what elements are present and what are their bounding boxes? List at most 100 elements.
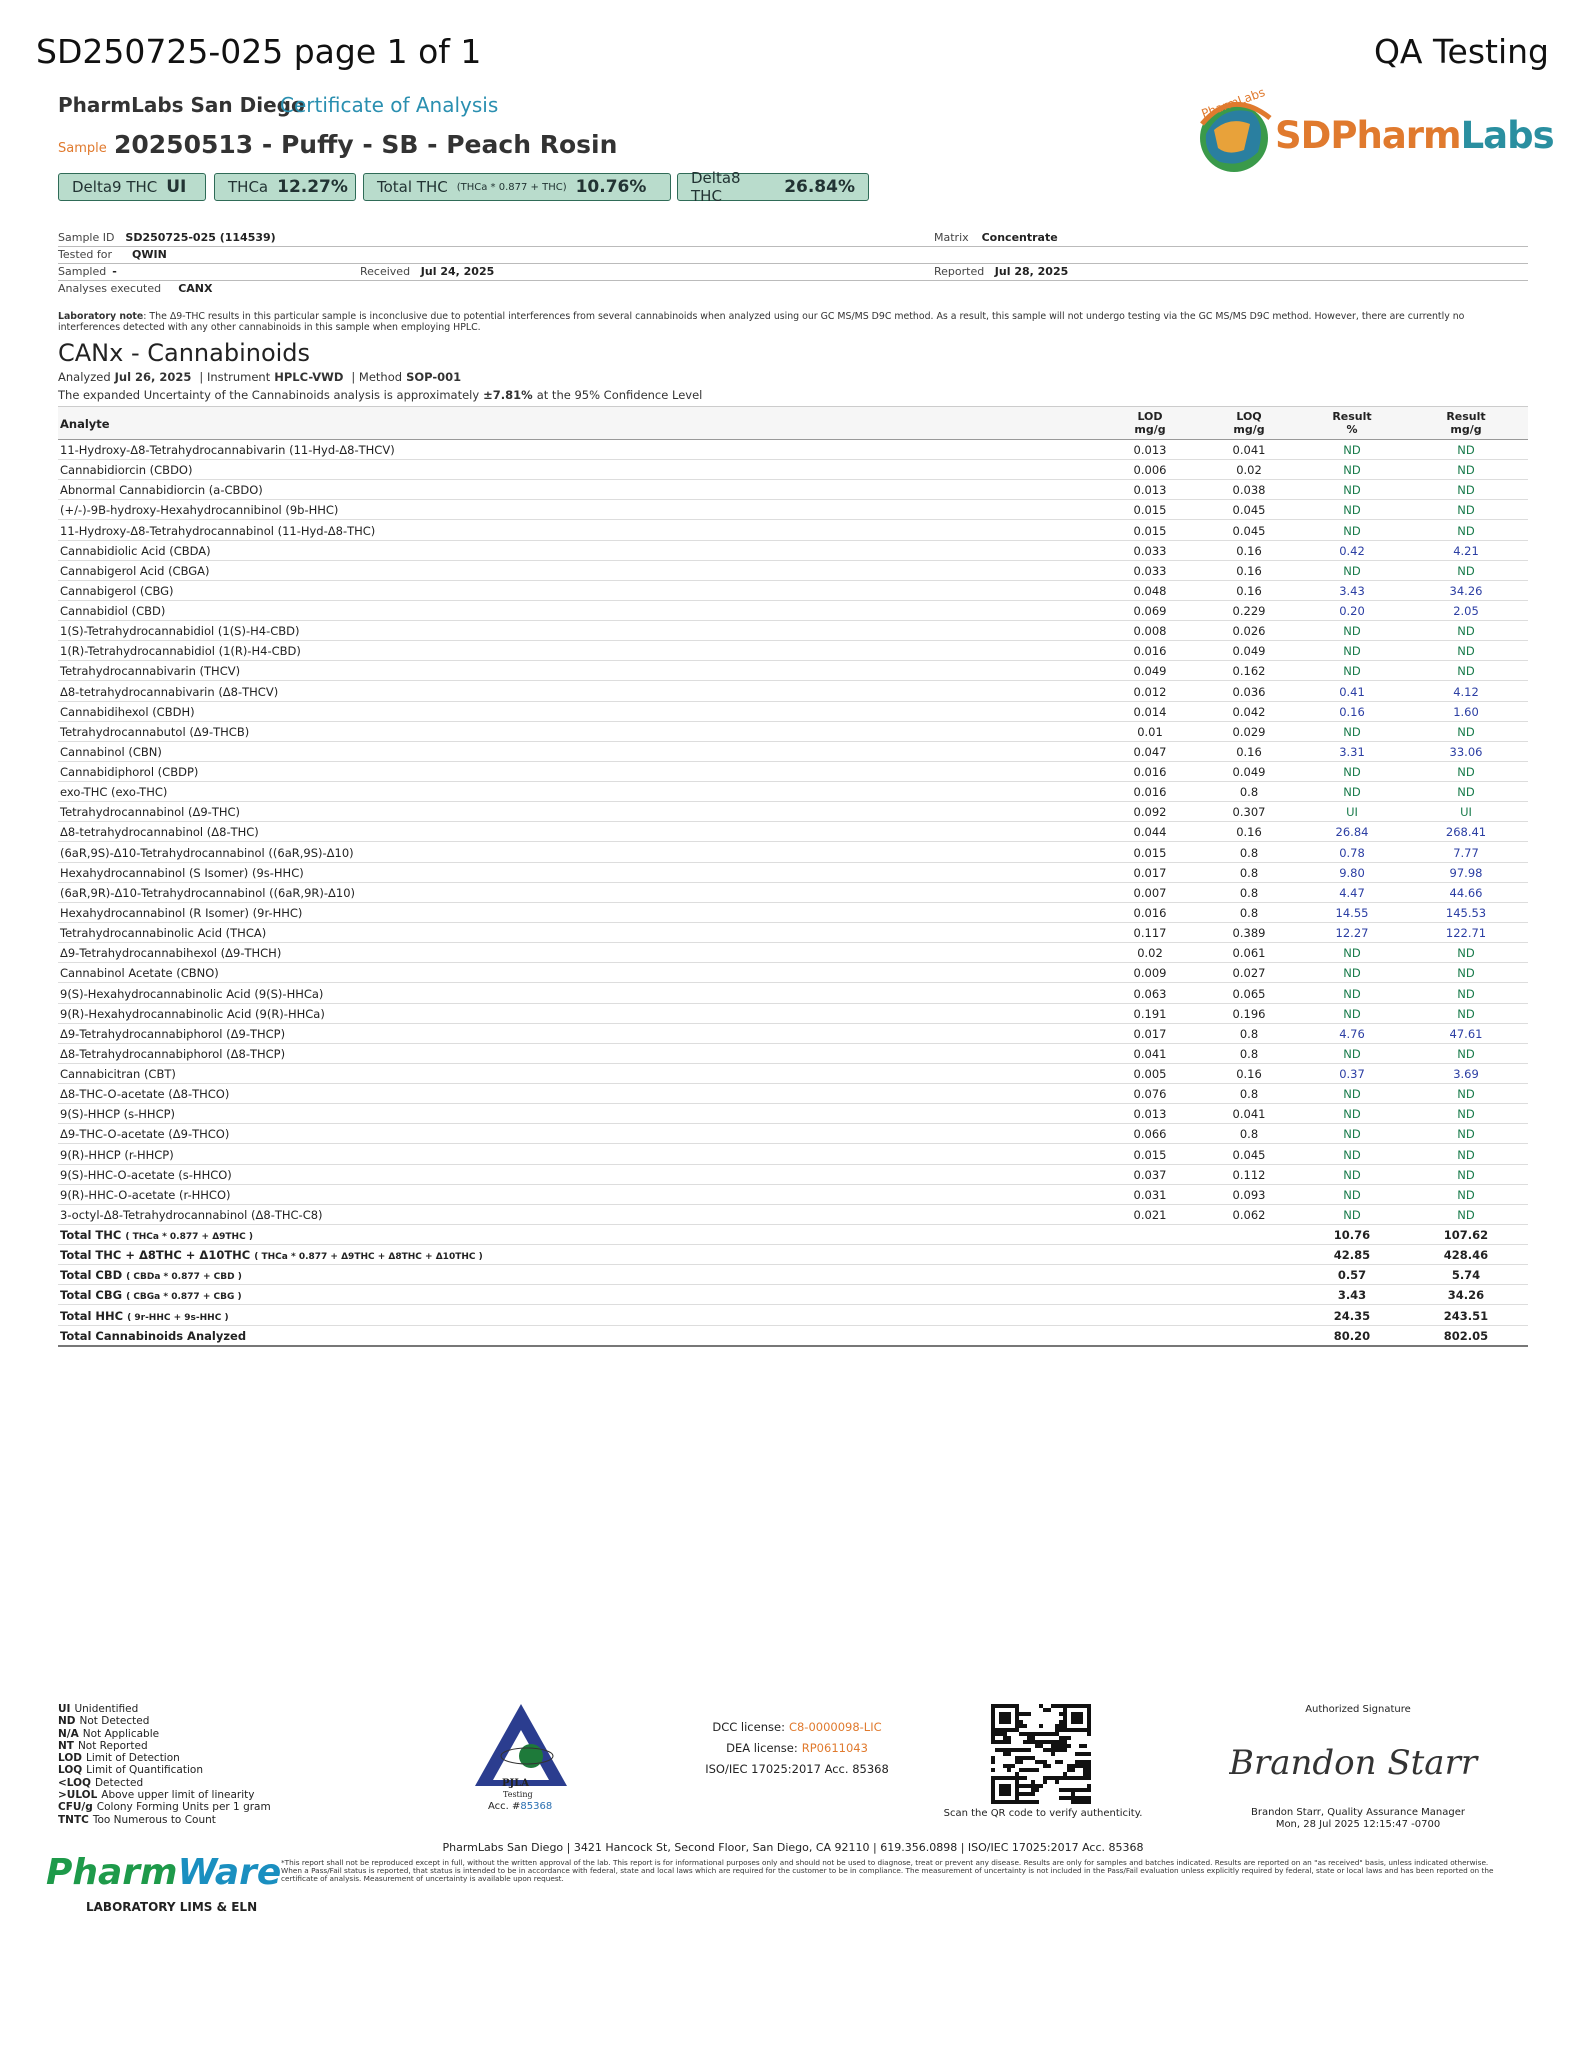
table-row: 11-Hydroxy-Δ8-Tetrahydrocannabivarin (11… — [58, 439, 1528, 460]
qr-module — [1059, 1728, 1063, 1732]
qr-module — [1015, 1784, 1019, 1788]
table-row: Δ9-Tetrahydrocannabiphorol (Δ9-THCP) 0.01… — [58, 1023, 1528, 1044]
limit: 0.012 — [1133, 684, 1167, 699]
legend-abbr: CFU/g — [58, 1801, 93, 1814]
table-row: Δ9-THC-O-acetate (Δ9-THCO) 0.066 0.8 ND ND — [58, 1123, 1528, 1145]
result: UI — [1460, 805, 1472, 820]
meta-value: Jul 26, 2025 — [114, 370, 192, 384]
qr-module — [991, 1704, 995, 1708]
result: ND — [1343, 443, 1361, 457]
table-row: Δ8-THC-O-acetate (Δ8-THCO) 0.076 0.8 ND ND — [58, 1083, 1528, 1105]
limit: 0.045 — [1232, 523, 1266, 538]
limit: 0.026 — [1232, 624, 1266, 639]
qr-module — [1055, 1740, 1059, 1744]
qr-module — [1003, 1776, 1007, 1780]
table-row: Tetrahydrocannabinolic Acid (THCA) 0.117 0… — [58, 922, 1528, 944]
qr-module — [1031, 1784, 1035, 1788]
result: ND — [1343, 765, 1361, 780]
limit: 0.044 — [1133, 825, 1167, 840]
legend-text: Not Applicable — [82, 1727, 160, 1740]
qr-module — [1011, 1800, 1015, 1804]
qr-module — [1059, 1724, 1063, 1728]
analyte: 9(R)-HHCP (r-HHCP) — [60, 1147, 174, 1162]
legend-text: Limit of Quantification — [86, 1764, 203, 1777]
qr-module — [1087, 1732, 1091, 1736]
qr-module — [1011, 1776, 1015, 1780]
analyte: Hexahydrocannabinol (R Isomer) (9r-HHC) — [60, 905, 303, 920]
result: ND — [1457, 1147, 1475, 1162]
table-row: Cannabidiphorol (CBDP) 0.016 0.049 ND ND — [58, 761, 1528, 783]
limit: 0.033 — [1133, 563, 1167, 578]
qr-module — [1079, 1728, 1083, 1732]
total-name: Total THC — [60, 1228, 122, 1243]
table-row: 9(R)-Hexahydrocannabinolic Acid (9(R)-HH… — [58, 1003, 1528, 1024]
badge-label: Total THC — [377, 178, 448, 196]
badge-label: Delta8 THC — [691, 169, 741, 205]
legend-item: ND Not Detected — [58, 1715, 271, 1727]
total-mg: 428.46 — [1443, 1248, 1489, 1263]
logo-labs: Labs — [1460, 114, 1555, 157]
qr-module — [1015, 1704, 1019, 1708]
pharmware-ware: Ware — [177, 1852, 282, 1893]
table-row: (6aR,9S)-Δ10-Tetrahydrocannabinol ((6aR,… — [58, 842, 1528, 863]
qr-module — [1083, 1752, 1087, 1756]
total-name-cell: Total THC + Δ8THC + Δ10THC( THCa * 0.877… — [60, 1248, 483, 1262]
limit: 0.033 — [1133, 543, 1167, 558]
total-name-cell: Total Cannabinoids Analyzed — [60, 1329, 246, 1343]
result: ND — [1457, 483, 1475, 498]
limit: 0.196 — [1232, 1006, 1266, 1021]
qr-module — [991, 1788, 995, 1792]
analyte: Tetrahydrocannabivarin (THCV) — [60, 664, 241, 679]
result: ND — [1457, 644, 1475, 659]
total-mg: 802.05 — [1443, 1328, 1489, 1343]
qr-module — [1083, 1776, 1087, 1780]
qr-module — [1003, 1764, 1007, 1768]
qr-module — [1043, 1776, 1047, 1780]
legend-item: TNTC Too Numerous to Count — [58, 1814, 271, 1826]
limit: 0.027 — [1232, 966, 1266, 981]
qr-module — [1003, 1728, 1007, 1732]
qr-module — [1035, 1740, 1039, 1744]
qr-module — [1043, 1748, 1047, 1752]
limit: 0.016 — [1133, 765, 1167, 780]
limit: 0.076 — [1133, 1087, 1167, 1102]
qr-module — [1003, 1740, 1007, 1744]
info-value: Jul 24, 2025 — [420, 265, 495, 278]
limit: 0.017 — [1133, 865, 1167, 880]
qr-module — [1059, 1704, 1063, 1708]
limit: 0.016 — [1133, 644, 1167, 659]
total-mg: 5.74 — [1451, 1268, 1481, 1283]
qr-module — [991, 1716, 995, 1720]
qr-module — [1023, 1748, 1027, 1752]
pjla-acc: Acc. #85368 — [488, 1801, 552, 1812]
qr-module — [1059, 1776, 1063, 1780]
qr-module — [991, 1768, 995, 1772]
result: 0.37 — [1339, 1067, 1365, 1082]
result: 33.06 — [1449, 744, 1483, 759]
limit: 0.16 — [1236, 563, 1262, 578]
legend-text: Too Numerous to Count — [92, 1813, 216, 1826]
header-cell: LOD mg/g — [1100, 410, 1200, 436]
coa-label: Certificate of Analysis — [280, 93, 499, 117]
pharmware-sub: LABORATORY LIMS & ELN — [86, 1900, 258, 1914]
qr-module — [1027, 1800, 1031, 1804]
iso: ISO/IEC 17025:2017 Acc. 85368 — [705, 1762, 889, 1776]
total-row: Total HHC( 9r-HHC + 9s-HHC ) 24.35 243.51 — [58, 1305, 1528, 1326]
qr-module — [991, 1720, 995, 1724]
badge-value: 26.84% — [784, 177, 855, 197]
qr-module — [1079, 1712, 1083, 1716]
result: ND — [1457, 1127, 1475, 1142]
limit: 0.8 — [1239, 785, 1259, 800]
result: ND — [1343, 946, 1361, 961]
analyte: 9(S)-Hexahydrocannabinolic Acid (9(S)-HH… — [60, 986, 324, 1001]
qr-module — [1055, 1780, 1059, 1784]
result: ND — [1457, 724, 1475, 739]
limit: 0.112 — [1232, 1167, 1266, 1182]
qr-module — [1083, 1800, 1087, 1804]
result: 3.43 — [1339, 583, 1365, 598]
qr-module — [991, 1780, 995, 1784]
pjla-acc-num: 85368 — [520, 1801, 553, 1812]
analyte: 1(R)-Tetrahydrocannabidiol (1(R)-H4-CBD) — [60, 644, 301, 659]
table-row: Hexahydrocannabinol (S Isomer) (9s-HHC) 0… — [58, 862, 1528, 883]
table-row: Δ8-tetrahydrocannabinol (Δ8-THC) 0.044 0.1… — [58, 821, 1528, 843]
